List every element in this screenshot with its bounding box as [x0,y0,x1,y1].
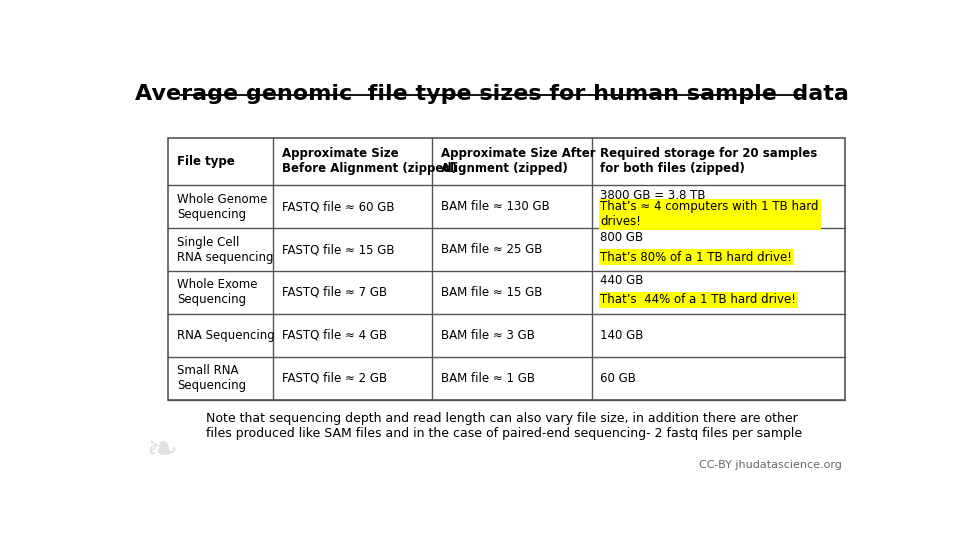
Text: BAM file ≈ 15 GB: BAM file ≈ 15 GB [442,286,542,299]
Text: Whole Exome
Sequencing: Whole Exome Sequencing [178,279,258,307]
Text: 140 GB: 140 GB [600,329,644,342]
Text: 440 GB: 440 GB [600,274,644,287]
Text: BAM file ≈ 1 GB: BAM file ≈ 1 GB [442,372,536,384]
Text: Single Cell
RNA sequencing: Single Cell RNA sequencing [178,235,274,264]
Text: BAM file ≈ 3 GB: BAM file ≈ 3 GB [442,329,536,342]
Text: BAM file ≈ 130 GB: BAM file ≈ 130 GB [442,200,550,213]
Text: CC-BY jhudatascience.org: CC-BY jhudatascience.org [699,460,842,470]
Text: That’s ≈ 4 computers with 1 TB hard
drives!: That’s ≈ 4 computers with 1 TB hard driv… [600,200,819,228]
Text: RNA Sequencing: RNA Sequencing [178,329,275,342]
Text: 60 GB: 60 GB [600,372,636,384]
Text: 800 GB: 800 GB [600,232,643,245]
Text: ❧: ❧ [146,432,179,470]
Text: That’s  44% of a 1 TB hard drive!: That’s 44% of a 1 TB hard drive! [600,293,796,306]
Text: Approximate Size
Before Alignment (zipped): Approximate Size Before Alignment (zippe… [282,147,457,176]
Text: 3800 GB = 3.8 TB: 3800 GB = 3.8 TB [600,188,706,201]
Text: Small RNA
Sequencing: Small RNA Sequencing [178,364,247,392]
Text: BAM file ≈ 25 GB: BAM file ≈ 25 GB [442,243,542,256]
Text: FASTQ file ≈ 2 GB: FASTQ file ≈ 2 GB [282,372,387,384]
Text: That’s 80% of a 1 TB hard drive!: That’s 80% of a 1 TB hard drive! [600,251,792,264]
Text: Whole Genome
Sequencing: Whole Genome Sequencing [178,193,268,221]
Text: Approximate Size After
Alignment (zipped): Approximate Size After Alignment (zipped… [442,147,596,176]
Text: FASTQ file ≈ 15 GB: FASTQ file ≈ 15 GB [282,243,395,256]
Text: FASTQ file ≈ 4 GB: FASTQ file ≈ 4 GB [282,329,387,342]
Text: Required storage for 20 samples
for both files (zipped): Required storage for 20 samples for both… [600,147,818,176]
Text: FASTQ file ≈ 7 GB: FASTQ file ≈ 7 GB [282,286,387,299]
Text: File type: File type [178,155,235,168]
Text: Note that sequencing depth and read length can also vary file size, in addition : Note that sequencing depth and read leng… [205,412,802,440]
Text: Average genomic  file type sizes for human sample  data: Average genomic file type sizes for huma… [135,84,849,104]
Text: FASTQ file ≈ 60 GB: FASTQ file ≈ 60 GB [282,200,395,213]
